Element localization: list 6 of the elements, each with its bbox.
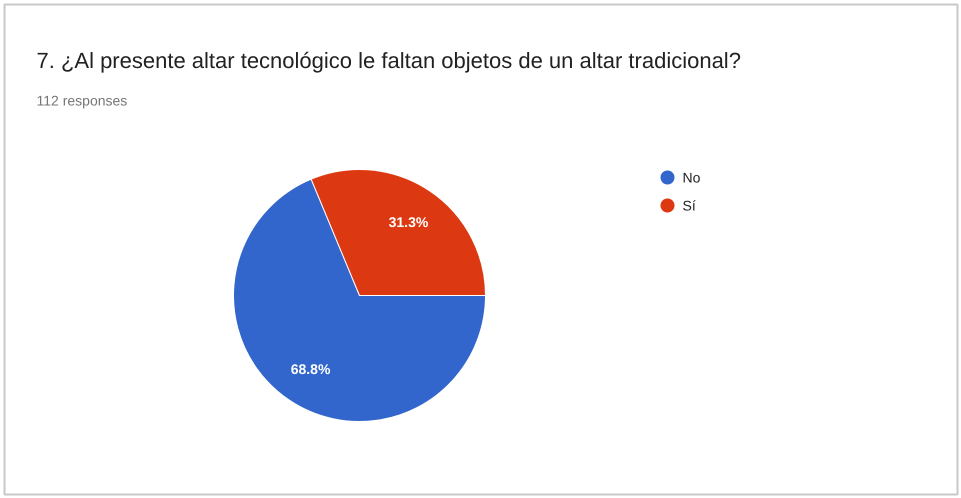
data-label: 31.3% [388, 214, 429, 230]
text: 112 responses [36, 92, 128, 108]
legend-label: No [682, 170, 701, 186]
chart-title: 7. ¿Al presente altar tecnológico le faltan objetos de un altar tradicional? [36, 48, 741, 73]
data-label: 68.8% [290, 360, 331, 377]
legend-label: Sí [682, 198, 696, 214]
